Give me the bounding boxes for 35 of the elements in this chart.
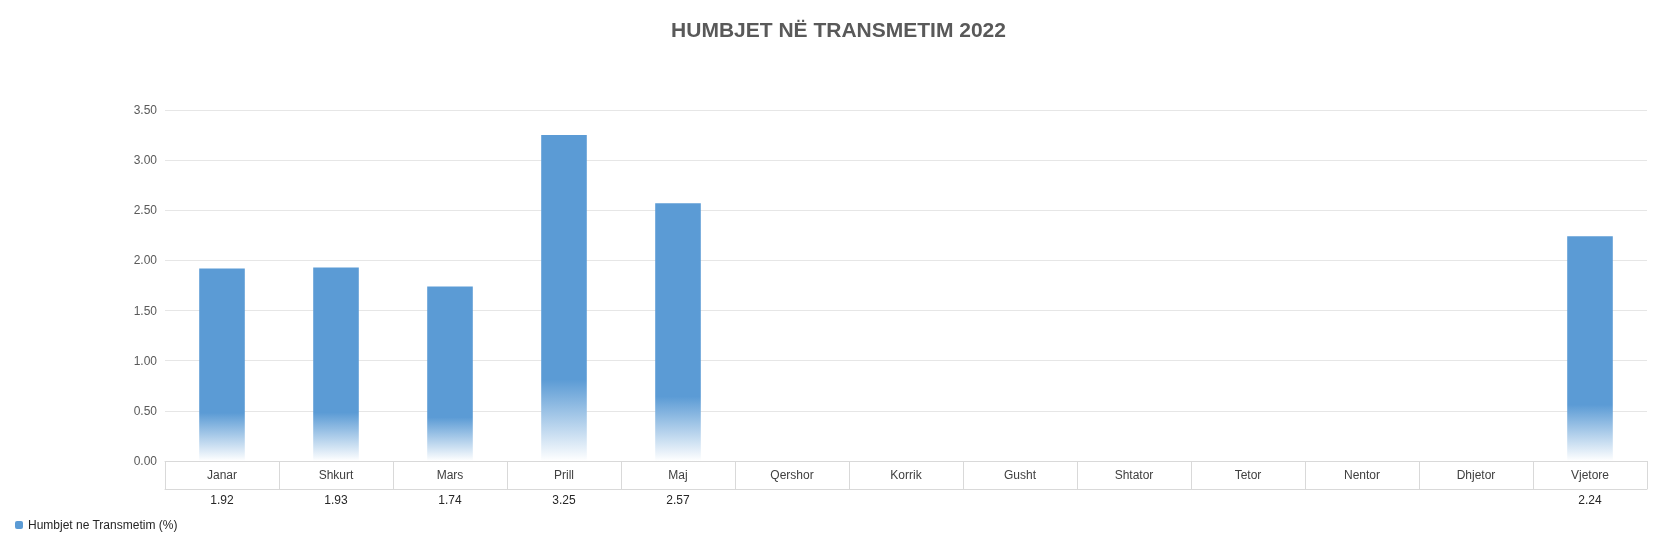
x-tick-label: Mars: [436, 468, 464, 482]
y-tick-label: 0.50: [133, 403, 158, 418]
y-tick-label: 3.00: [133, 153, 158, 168]
y-tick-label: 1.50: [133, 303, 158, 318]
y-tick-label: 2.50: [133, 203, 158, 218]
x-tick-label: Prill: [554, 468, 574, 482]
data-label: 1.93: [324, 493, 348, 507]
bar: [313, 267, 359, 461]
x-tick-label: Nentor: [1343, 468, 1381, 482]
bar: [199, 268, 245, 461]
data-label: 2.57: [666, 493, 690, 507]
y-tick-label: 3.50: [133, 103, 158, 117]
legend-label: Humbjet ne Transmetim (%): [28, 518, 178, 532]
y-tick-label: 1.00: [133, 353, 158, 368]
y-tick-label: 2.00: [133, 253, 158, 268]
chart-title: HUMBJET NË TRANSMETIM 2022: [671, 18, 1006, 41]
x-tick-label: Shtator: [1114, 468, 1154, 482]
x-tick-label: Vjetore: [1570, 468, 1610, 482]
x-tick-label: Shkurt: [318, 468, 354, 482]
x-tick-label: Janar: [206, 468, 238, 482]
bar: [1567, 236, 1613, 461]
bar: [541, 135, 587, 461]
bar: [427, 286, 473, 461]
data-label: 1.92: [210, 493, 234, 507]
x-tick-label: Qershor: [770, 468, 814, 482]
bar: [655, 203, 701, 461]
x-tick-label: Dhjetor: [1456, 468, 1496, 482]
x-tick-label: Gusht: [1003, 468, 1037, 482]
data-label: 2.24: [1578, 493, 1602, 507]
x-tick-label: Tetor: [1234, 468, 1262, 482]
y-tick-label: 0.00: [133, 454, 158, 468]
data-label: 1.74: [438, 493, 462, 507]
x-tick-label: Korrik: [890, 468, 923, 482]
data-label: 3.25: [552, 493, 576, 507]
x-tick-label: Maj: [668, 468, 688, 482]
